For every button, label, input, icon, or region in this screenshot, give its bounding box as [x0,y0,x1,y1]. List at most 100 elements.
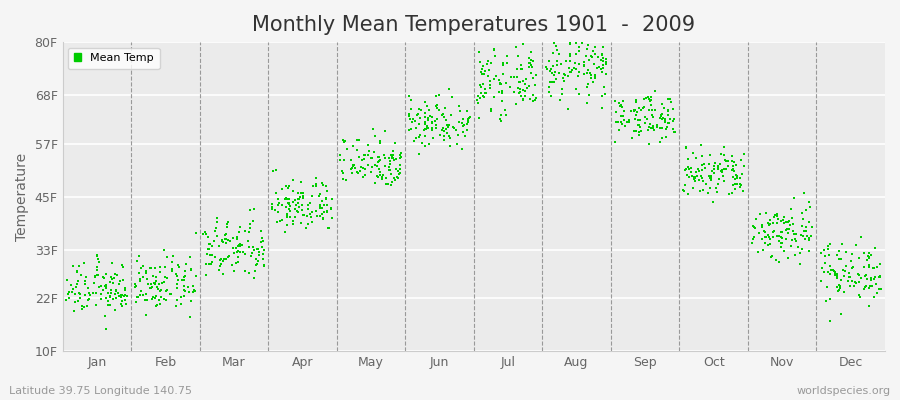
Point [373,157,387,164]
Point [118,286,132,293]
Point [254,239,268,246]
Point [215,236,230,243]
Point [107,275,122,282]
Point [441,124,455,130]
Point [698,181,713,188]
Point [561,72,575,79]
Point [437,128,452,134]
Point [572,91,586,97]
Point [791,244,806,250]
Point [148,303,163,309]
Point [507,74,521,80]
Point [169,270,184,277]
Point [445,94,459,100]
Point [413,107,428,113]
Point [644,112,659,118]
Point [695,153,709,159]
Point [788,238,803,244]
Point [279,194,293,201]
Point [596,58,610,64]
Point [106,280,121,286]
Point [695,162,709,168]
Point [292,196,306,203]
Point [309,208,323,214]
Point [333,156,347,163]
Point [569,66,583,72]
Point [108,291,122,297]
Point [514,92,528,99]
Point [296,190,310,196]
Point [471,100,485,106]
Point [304,219,319,226]
Point [857,264,871,271]
Point [401,92,416,99]
Point [169,297,184,304]
Point [794,232,808,238]
Point [596,55,610,61]
Point [689,173,704,179]
Point [680,190,695,197]
Point [629,99,643,105]
Point [288,214,302,220]
Point [765,220,779,226]
Point [278,196,293,202]
Point [386,154,400,161]
Point [386,152,400,159]
Point [762,222,777,228]
Point [158,274,172,280]
Point [873,273,887,280]
Point [662,107,676,113]
Point [500,80,514,86]
Point [478,90,492,97]
Point [349,168,364,175]
Point [666,118,680,124]
Point [725,166,740,172]
Point [648,107,662,113]
Point [856,250,870,257]
Point [830,284,844,290]
Point [832,285,847,292]
Point [383,158,398,164]
Point [292,204,306,210]
Point [108,271,122,277]
Point [736,188,751,194]
Point [283,200,297,206]
Point [706,199,720,205]
Point [456,121,471,128]
Point [833,283,848,289]
Point [662,120,676,126]
Point [799,224,814,230]
Point [658,117,672,123]
Point [374,174,389,180]
Point [420,123,435,130]
Point [245,249,259,256]
Point [437,137,452,143]
Point [404,96,419,103]
Point [736,151,751,157]
Point [580,42,595,48]
Point [599,59,614,65]
Point [758,229,772,235]
Point [796,222,810,229]
Point [118,292,132,298]
Point [105,260,120,266]
Point [596,65,610,71]
Point [622,118,636,125]
Point [662,96,677,102]
Point [402,113,417,120]
Point [251,257,266,264]
Point [210,233,224,239]
Point [78,292,93,299]
Point [140,276,154,282]
Point [114,301,129,307]
Point [755,224,770,230]
Point [586,47,600,54]
Point [379,180,393,187]
Point [692,168,706,174]
Point [96,275,111,282]
Point [210,215,224,222]
Point [66,286,80,292]
Point [290,208,304,215]
Point [68,290,83,297]
Point [721,163,735,169]
